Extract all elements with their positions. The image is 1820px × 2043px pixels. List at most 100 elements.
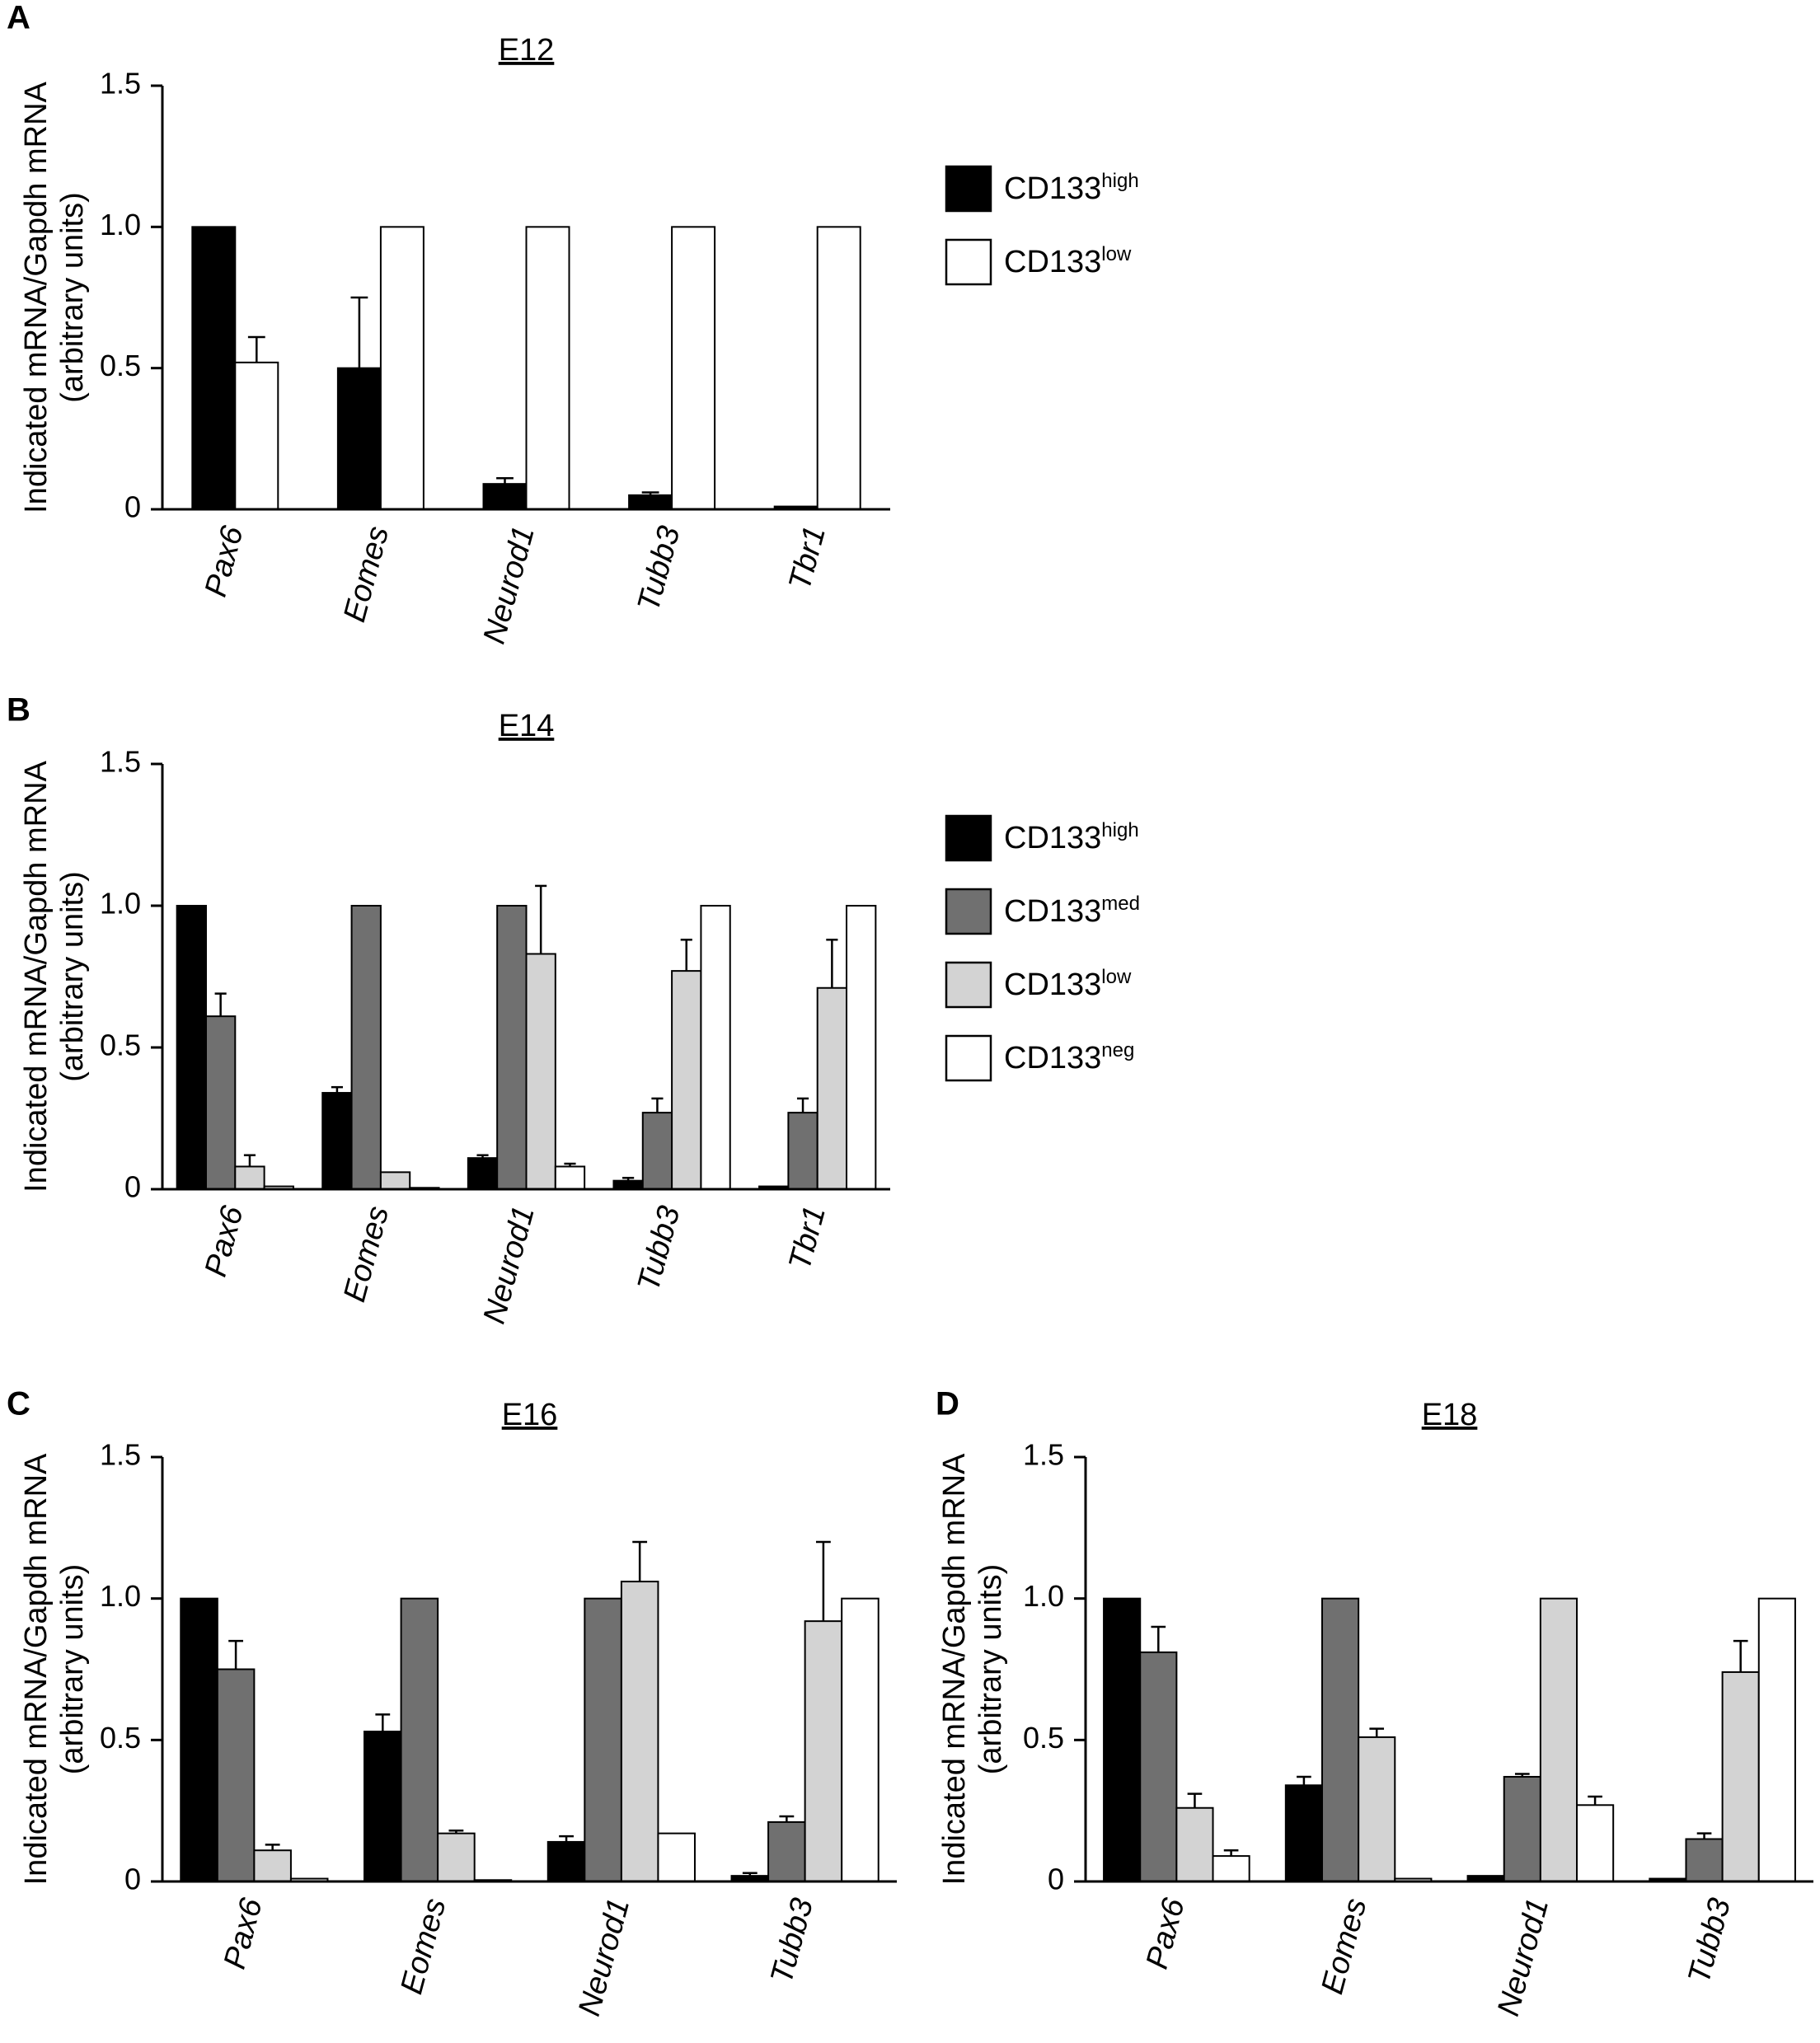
error-bar (1733, 1639, 1748, 1672)
bar (321, 1092, 353, 1191)
x-tick-label: Neurod1 (477, 1202, 542, 1328)
legend-label: CD133low (1004, 243, 1132, 279)
error-bar (641, 491, 659, 495)
bar (1685, 1838, 1724, 1882)
error-bar (375, 1713, 391, 1732)
error-bar (564, 1162, 576, 1167)
chart-title: E18 (1422, 1398, 1478, 1432)
y-tick-label: 1.0 (100, 1579, 141, 1613)
bar (191, 226, 237, 510)
error-bar (331, 1085, 343, 1094)
bar (176, 905, 207, 1190)
error-bar (651, 1097, 664, 1113)
error-bar (815, 1540, 831, 1622)
bar (700, 905, 731, 1190)
y-tick-label: 0 (124, 1863, 141, 1896)
error-bar (742, 1872, 758, 1877)
x-tick-label: Tubb3 (631, 522, 687, 615)
bar (379, 226, 425, 510)
y-tick-label: 0 (124, 490, 141, 524)
y-axis-label: Indicated mRNA/Gapdh mRNA (19, 1453, 54, 1885)
bar (767, 1820, 806, 1882)
chart-title: E16 (502, 1398, 558, 1432)
legend-label: CD133low (1004, 966, 1132, 1002)
y-axis-label: Indicated mRNA/Gapdh mRNA (19, 760, 54, 1192)
chart-title: E14 (499, 709, 555, 743)
error-bar (1151, 1625, 1166, 1652)
error-bar (243, 1154, 256, 1167)
bar (1320, 1597, 1360, 1882)
error-bar (228, 1639, 244, 1670)
x-tick-label: Eomes (337, 1202, 396, 1305)
error-bar (350, 296, 368, 368)
x-tick-label: Neurod1 (1491, 1895, 1555, 2020)
x-tick-label: Tubb3 (631, 1202, 687, 1295)
bar (234, 1165, 265, 1190)
bar (546, 1840, 586, 1883)
bar (641, 1112, 673, 1190)
bar (787, 1112, 819, 1190)
bar (400, 1597, 439, 1882)
error-bar (1514, 1773, 1530, 1777)
x-tick-label: Neurod1 (572, 1895, 636, 2020)
x-tick-label: Tbr1 (782, 522, 833, 593)
y-axis-label: (arbitrary units) (55, 1564, 90, 1775)
panel-label: D (936, 1386, 959, 1422)
y-tick-label: 1.0 (100, 208, 141, 241)
bar (584, 1597, 622, 1882)
legend-label: CD133med (1004, 893, 1140, 929)
legend-swatch (945, 238, 992, 286)
error-bar (1223, 1849, 1239, 1857)
error-bar (214, 992, 227, 1017)
legend-swatch (945, 1034, 992, 1082)
error-bar (1588, 1795, 1602, 1806)
error-bar (535, 884, 547, 954)
bar (1576, 1804, 1615, 1883)
bar (253, 1849, 292, 1883)
bar (1175, 1806, 1214, 1883)
x-tick-label: Eomes (337, 522, 396, 626)
y-axis-label: Indicated mRNA/Gapdh mRNA (937, 1453, 972, 1885)
error-bar (1187, 1792, 1203, 1808)
bar (816, 226, 861, 510)
x-tick-label: Pax6 (1140, 1894, 1192, 1972)
bar (657, 1832, 696, 1882)
bar (379, 1171, 411, 1190)
legend-label: CD133high (1004, 170, 1139, 206)
bar (612, 1179, 644, 1191)
bar (1503, 1775, 1541, 1882)
y-tick-label: 0.5 (100, 349, 141, 382)
x-tick-label: Pax6 (218, 1894, 270, 1972)
bar (364, 1731, 402, 1883)
bar (620, 1581, 659, 1882)
error-bar (476, 1154, 489, 1159)
x-tick-label: Pax6 (199, 1202, 251, 1280)
y-tick-label: 1.5 (100, 1438, 141, 1472)
x-tick-label: Pax6 (199, 522, 251, 600)
error-bar (779, 1815, 795, 1822)
error-bar (622, 1176, 635, 1181)
error-bar (559, 1834, 574, 1842)
bar (1721, 1670, 1760, 1883)
bar (216, 1668, 256, 1882)
x-tick-label: Tubb3 (764, 1895, 820, 1987)
bar (1212, 1855, 1250, 1883)
x-tick-label: Neurod1 (477, 522, 542, 648)
bar (437, 1832, 476, 1882)
bar (525, 226, 570, 510)
bar (628, 494, 673, 510)
error-bar (826, 939, 838, 988)
bar (1139, 1651, 1178, 1883)
bar (204, 1015, 237, 1191)
y-tick-label: 1.5 (100, 67, 141, 101)
bar (496, 905, 528, 1190)
bar (671, 970, 702, 1190)
x-tick-label: Tubb3 (1682, 1895, 1738, 1987)
error-bar (1297, 1775, 1311, 1786)
error-bar (496, 477, 514, 485)
chart-title: E12 (499, 33, 555, 68)
bar (841, 1597, 880, 1882)
legend-swatch (945, 888, 992, 935)
error-bar (632, 1540, 648, 1582)
